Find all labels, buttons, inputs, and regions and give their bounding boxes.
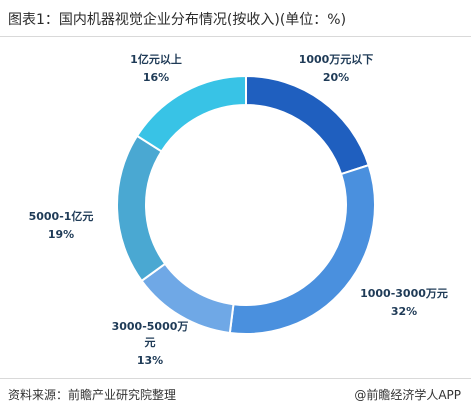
chart-title: 图表1：国内机器视觉企业分布情况(按收入)(单位：%) (8, 12, 347, 28)
slice-value-label: 16% (143, 71, 169, 84)
donut-slice (116, 134, 167, 283)
donut-slice (245, 74, 370, 176)
slice-value-label: 20% (323, 71, 349, 84)
source-note: 资料来源：前瞻产业研究院整理 (8, 388, 177, 402)
slice-value-label: 19% (48, 228, 74, 241)
slice-label: 元 (145, 336, 156, 349)
donut-slice (135, 74, 247, 153)
slice-label: 1000-3000万元 (360, 287, 448, 300)
slice-label: 5000-1亿元 (29, 209, 94, 223)
slice-value-label: 13% (137, 354, 163, 367)
slice-value-label: 32% (391, 305, 417, 318)
title-bar: 图表1：国内机器视觉企业分布情况(按收入)(单位：%) (0, 0, 471, 37)
footer-divider (0, 378, 471, 379)
slice-label: 3000-5000万 (112, 320, 189, 333)
donut-slice (228, 163, 376, 335)
slice-label: 1000万元以下 (299, 53, 374, 66)
brand-credit: @前瞻经济学人APP (354, 388, 461, 402)
slice-label: 1亿元以上 (130, 52, 182, 66)
